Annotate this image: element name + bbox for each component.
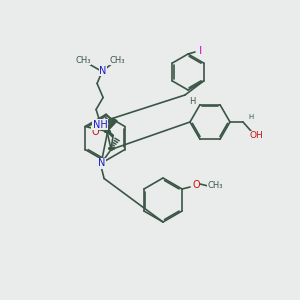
Text: H: H	[248, 114, 253, 120]
Text: H: H	[189, 98, 195, 106]
Text: O: O	[192, 180, 200, 190]
Text: NH: NH	[93, 119, 107, 130]
Text: I: I	[198, 46, 202, 56]
Text: CH₃: CH₃	[207, 182, 223, 190]
Text: O: O	[95, 119, 103, 130]
Polygon shape	[107, 118, 117, 131]
Text: CH₃: CH₃	[75, 56, 91, 65]
Text: CH₃: CH₃	[109, 56, 125, 65]
Text: N: N	[99, 65, 107, 76]
Text: OH: OH	[249, 131, 263, 140]
Text: O: O	[91, 127, 99, 137]
Text: N: N	[98, 158, 106, 169]
